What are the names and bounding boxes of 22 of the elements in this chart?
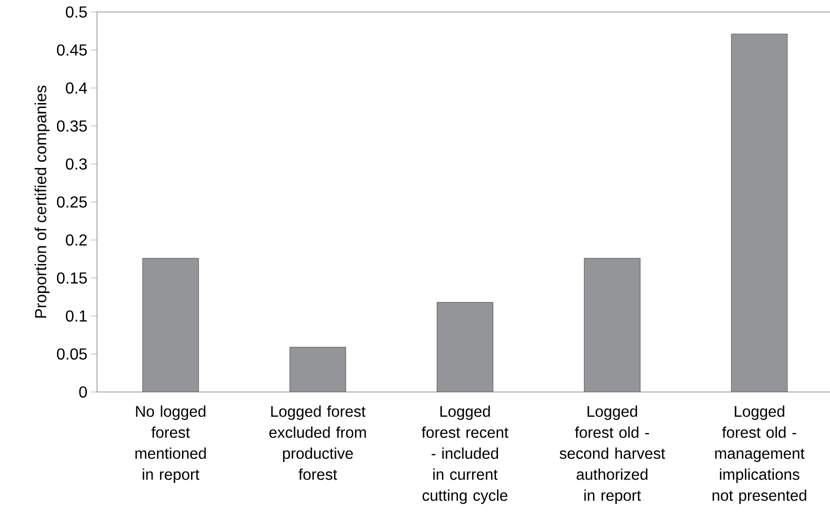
y-tick-label: 0.35 [56, 120, 87, 132]
y-axis-title: Proportion of certified companies [34, 86, 50, 318]
y-tick-label: 0.25 [56, 196, 87, 208]
x-tick-label: Logged forest old - management implications not presented [712, 406, 806, 504]
y-tick-label: 0.1 [66, 310, 87, 322]
y-tick-label: 0.5 [66, 6, 87, 18]
bar [731, 34, 788, 392]
y-tick-label: 0.4 [66, 82, 88, 94]
bar [290, 346, 346, 392]
x-tick-label: Logged forest old - second harvest authorized in report [560, 406, 666, 504]
y-tick-label: 0.05 [56, 348, 87, 360]
x-tick-label: No logged forest mentioned in report [135, 406, 206, 483]
x-tick-label: Logged forest recent - included in current cutting cycle [422, 406, 508, 504]
y-tick-label: 0.2 [66, 234, 87, 246]
bar [142, 258, 199, 392]
y-tick-label: 0.3 [66, 158, 87, 170]
y-tick-label: 0.15 [56, 272, 87, 284]
x-tick-label: Logged forest excluded from productive forest [269, 406, 366, 480]
y-tick-label: 0 [79, 386, 87, 398]
bar [436, 302, 494, 392]
y-tick-label: 0.45 [56, 44, 87, 56]
bar [584, 258, 640, 392]
